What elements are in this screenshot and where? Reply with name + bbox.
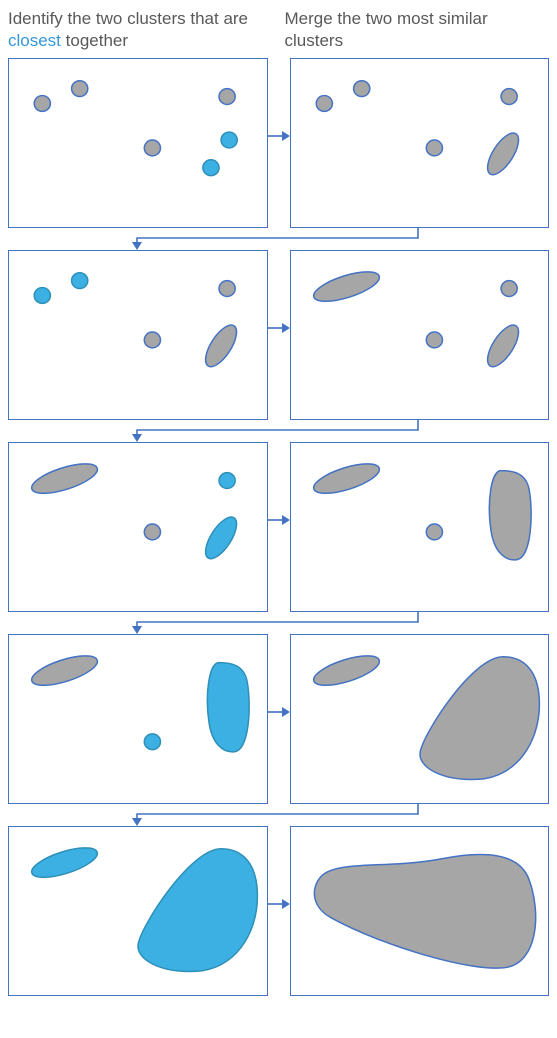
right-header: Merge the two most similar clusters [285,8,550,52]
wrap-arrow [8,420,549,442]
left-header: Identify the two clusters that are close… [8,8,273,52]
wrap-arrow [8,228,549,250]
left-panel [8,634,268,804]
left-panel [8,826,268,996]
arrow-right-icon [268,318,290,338]
step-row [8,826,549,996]
diagram-rows [8,58,549,996]
wrap-arrow [8,612,549,634]
right-panel [290,250,550,420]
left-panel [8,58,268,228]
left-header-highlight: closest [8,31,61,50]
left-header-pre: Identify the two clusters that are [8,9,248,28]
left-header-post: together [61,31,128,50]
arrow-right-icon [268,894,290,914]
wrap-arrow [8,804,549,826]
header-row: Identify the two clusters that are close… [8,8,549,52]
left-panel [8,442,268,612]
right-panel [290,442,550,612]
right-panel [290,634,550,804]
arrow-right-icon [268,510,290,530]
step-row [8,58,549,228]
left-panel [8,250,268,420]
right-panel [290,826,550,996]
arrow-right-icon [268,702,290,722]
step-row [8,442,549,612]
step-row [8,634,549,804]
arrow-right-icon [268,126,290,146]
step-row [8,250,549,420]
right-panel [290,58,550,228]
